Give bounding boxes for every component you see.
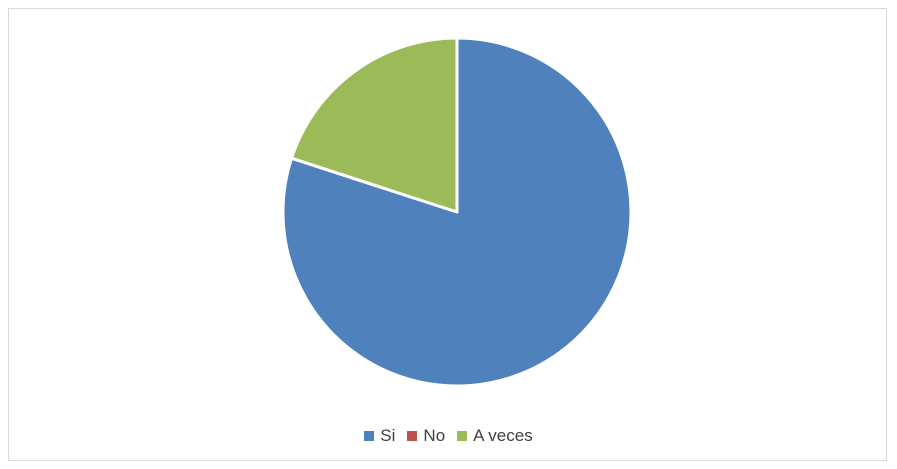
chart-legend: Si No A veces <box>0 426 897 446</box>
legend-item-si: Si <box>364 426 395 446</box>
legend-swatch-no <box>407 431 418 441</box>
legend-swatch-a-veces <box>457 431 468 441</box>
legend-swatch-si <box>364 431 375 441</box>
legend-label-a-veces: A veces <box>473 426 533 445</box>
pie-slice-a-veces <box>290 36 459 214</box>
legend-item-a-veces: A veces <box>457 426 533 446</box>
legend-label-si: Si <box>380 426 396 445</box>
legend-label-no: No <box>423 426 446 445</box>
legend-item-no: No <box>407 426 445 446</box>
